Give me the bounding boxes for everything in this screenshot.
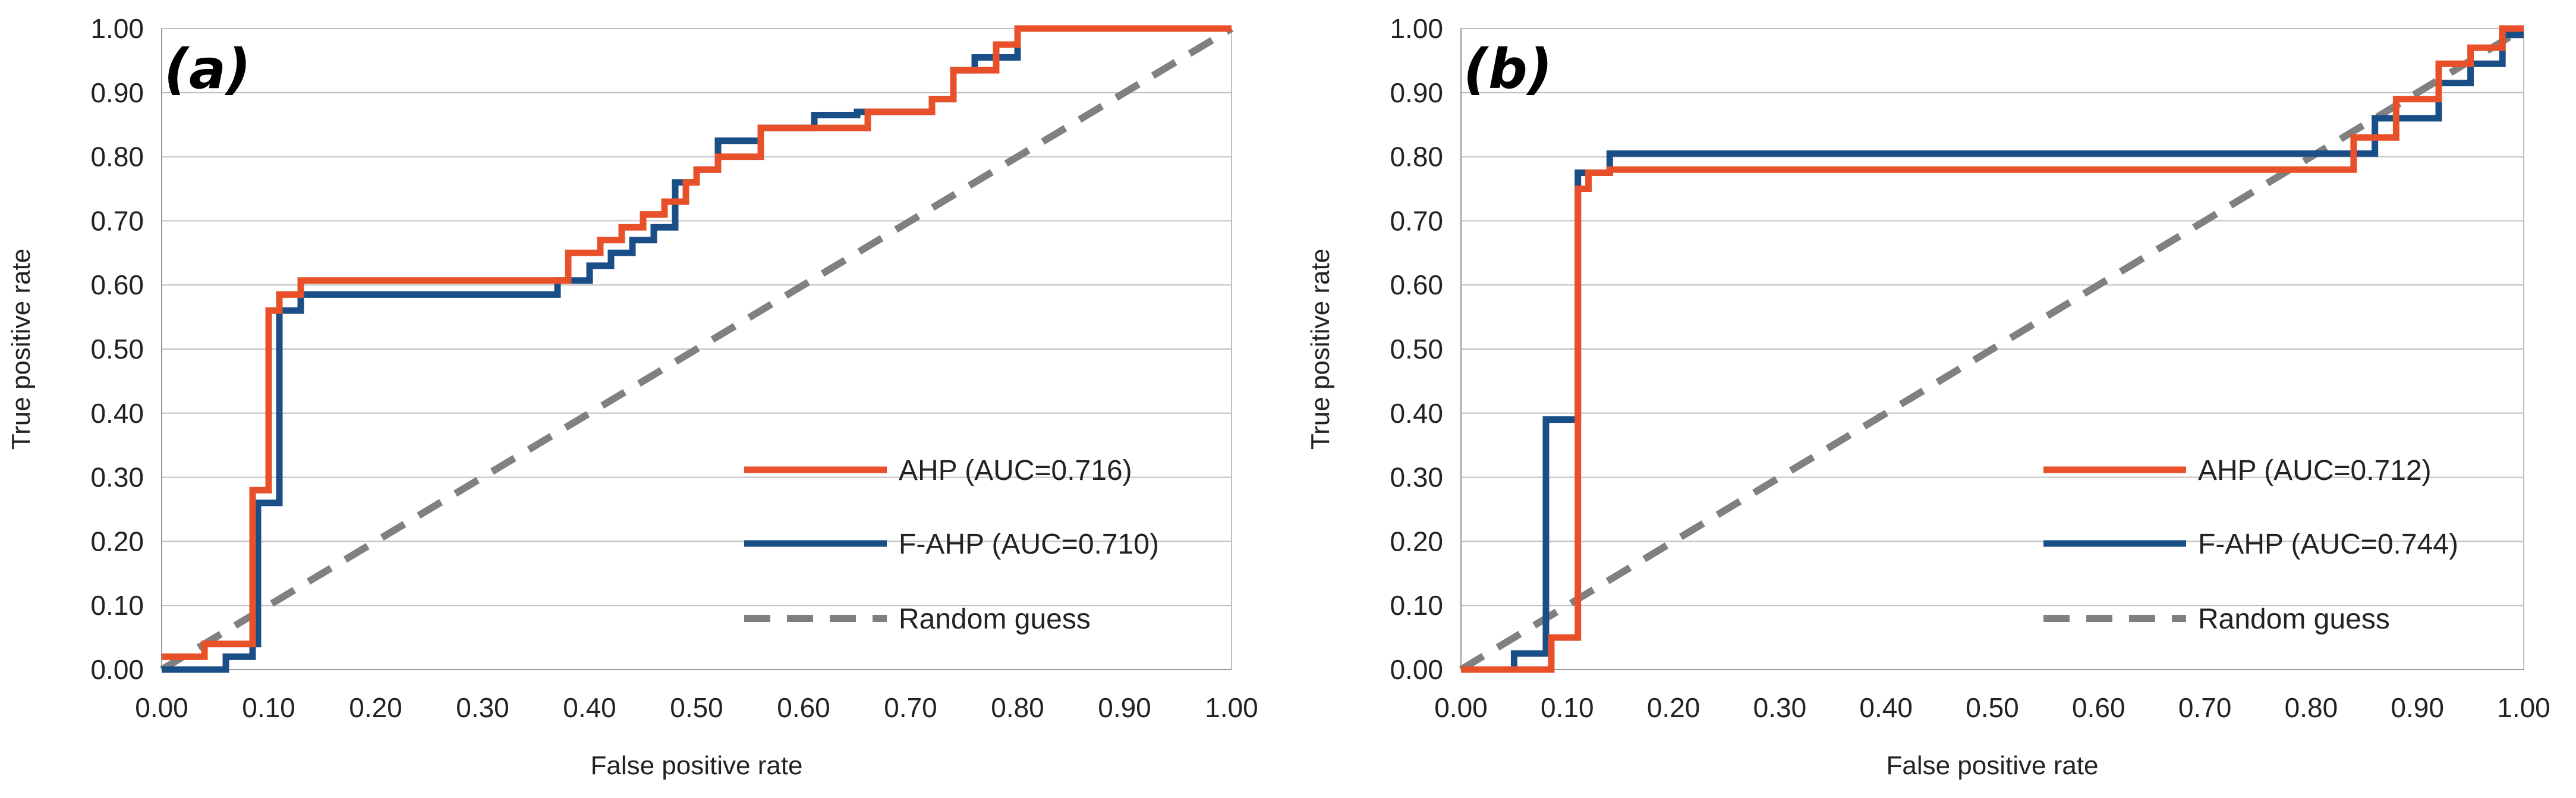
panel-b-legend-label: F-AHP (AUC=0.744) [2198,529,2458,560]
panel-a-legend-label: F-AHP (AUC=0.710) [899,529,1159,560]
panel-a-series-random-guess [159,25,1234,673]
panel-a-y-tick-label: 0.50 [90,334,144,365]
panel-b-y-tick-label: 0.10 [1390,590,1443,621]
panel-b-x-tick-label: 0.40 [1859,692,1913,723]
panel-b-x-ticks: 0.00 0.10 0.20 0.30 0.40 0.50 0.60 0.70 0.80 0.90… [1434,692,2550,723]
panel-a-y-tick-label: 0.70 [90,205,144,236]
panel-a-y-tick-label: 0.00 [90,654,144,685]
panel-a-x-tick-label: 0.90 [1098,692,1151,723]
panel-b-x-tick-label: 0.10 [1541,692,1594,723]
panel-b-x-tick-label: 0.50 [1966,692,2019,723]
panel-a-y-axis-label: True positive rate [7,249,36,450]
panel-b-x-tick-label: 0.70 [2178,692,2232,723]
panel-a-y-tick-label: 0.90 [90,77,144,108]
panel-b: 0.00 0.10 0.20 0.30 0.40 0.50 0.60 0.70 0.80 0.90… [1306,13,2550,780]
panel-b-y-tick-label: 0.70 [1390,205,1443,236]
panel-b-x-tick-label: 0.00 [1434,692,1488,723]
panel-a-y-tick-label: 0.30 [90,462,144,493]
panel-a-y-ticks: 0.00 0.10 0.20 0.30 0.40 0.50 0.60 0.70 0.80 0.90… [90,13,144,685]
panel-a-x-tick-label: 0.40 [563,692,616,723]
panel-a-x-tick-label: 0.30 [456,692,509,723]
panel-b-legend-label: AHP (AUC=0.712) [2198,455,2432,486]
panel-b-y-tick-label: 0.40 [1390,398,1443,429]
panel-a-y-tick-label: 0.40 [90,398,144,429]
panel-a-legend: AHP (AUC=0.716) F-AHP (AUC=0.710) Random g… [744,455,1159,635]
panel-b-x-tick-label: 0.80 [2285,692,2338,723]
panel-a-x-ticks: 0.00 0.10 0.20 0.30 0.40 0.50 0.60 0.70 0.80 0.90… [135,692,1258,723]
panel-a-x-tick-label: 0.00 [135,692,188,723]
panel-a-label: (a) [164,37,251,101]
panel-b-legend-label: Random guess [2198,604,2390,635]
panel-a-x-tick-label: 0.50 [670,692,723,723]
panel-a-x-tick-label: 0.60 [777,692,830,723]
panel-b-y-axis-label: True positive rate [1306,249,1335,450]
panel-a-series [159,25,1234,673]
panel-a-x-tick-label: 0.70 [884,692,937,723]
panel-a-x-tick-label: 0.80 [991,692,1044,723]
panel-a-axes [161,29,1232,670]
panel-b-y-tick-label: 0.00 [1390,654,1443,685]
panel-b-label: (b) [1463,37,1552,101]
panel-a-y-tick-label: 0.60 [90,269,144,300]
panel-b-x-tick-label: 0.30 [1753,692,1807,723]
panel-b-y-tick-label: 0.30 [1390,462,1443,493]
panel-a-x-axis-label: False positive rate [590,751,802,780]
panel-b-y-tick-label: 0.50 [1390,334,1443,365]
panel-b-y-ticks: 0.00 0.10 0.20 0.30 0.40 0.50 0.60 0.70 0.80 0.90… [1390,13,1443,685]
panel-a-x-tick-label: 0.10 [242,692,295,723]
panel-b-y-tick-label: 1.00 [1390,13,1443,44]
panel-b-legend: AHP (AUC=0.712) F-AHP (AUC=0.744) Random g… [2043,455,2458,635]
panel-a-y-tick-label: 0.80 [90,142,144,172]
panel-b-y-tick-label: 0.80 [1390,142,1443,172]
panel-b-series-f-ahp [1461,32,2524,673]
panel-a-y-tick-label: 0.10 [90,590,144,621]
panel-b-series-random-guess [1459,25,2526,673]
panel-a-legend-label: Random guess [899,604,1091,635]
panel-b-x-tick-label: 0.20 [1647,692,1700,723]
panel-a-y-tick-label: 1.00 [90,13,144,44]
panel-b-x-axis-label: False positive rate [1886,751,2098,780]
panel-b-x-tick-label: 0.60 [2072,692,2125,723]
panel-b-axes [1460,29,2524,670]
panel-a-series-ahp [162,25,1232,660]
panel-b-series [1459,25,2526,673]
panel-a: 0.00 0.10 0.20 0.30 0.40 0.50 0.60 0.70 0.80 0.90… [7,13,1258,780]
panel-b-x-tick-label: 1.00 [2497,692,2550,723]
panel-b-x-tick-label: 0.90 [2391,692,2444,723]
panel-a-x-tick-label: 1.00 [1205,692,1258,723]
panel-a-legend-label: AHP (AUC=0.716) [899,455,1132,486]
panel-a-y-tick-label: 0.20 [90,526,144,557]
panel-a-x-tick-label: 0.20 [349,692,402,723]
panel-b-y-tick-label: 0.20 [1390,526,1443,557]
panel-b-y-tick-label: 0.60 [1390,269,1443,300]
panel-b-series-ahp [1461,25,2524,673]
panel-b-y-tick-label: 0.90 [1390,77,1443,108]
